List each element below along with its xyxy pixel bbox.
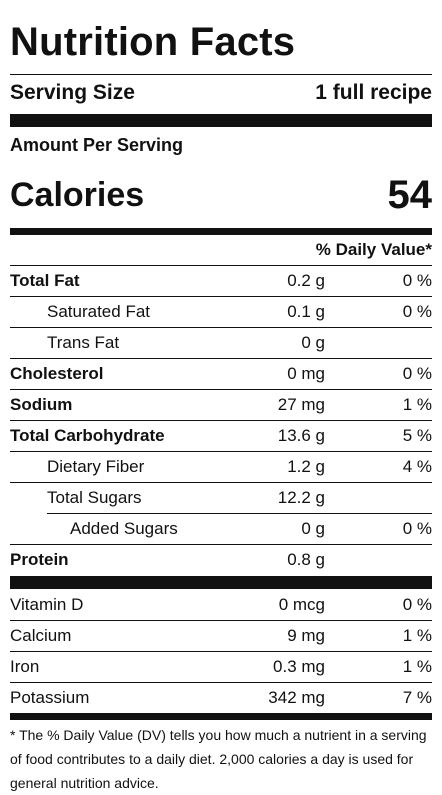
divider xyxy=(10,265,432,266)
vitamin-name: Potassium xyxy=(10,688,90,707)
vitamin-daily-value: 7 % xyxy=(402,688,432,707)
nutrient-row-trans-fat: Trans Fat 0 g xyxy=(10,328,432,358)
calories-row: Calories 54 xyxy=(10,170,432,220)
nutrient-name: Protein xyxy=(10,550,69,569)
nutrient-amount: 12.2 g xyxy=(277,488,325,507)
nutrient-row-protein: Protein 0.8 g xyxy=(10,545,432,575)
divider xyxy=(10,651,432,652)
nutrient-amount: 0.2 g xyxy=(287,271,325,290)
nutrient-name: Dietary Fiber xyxy=(47,457,145,476)
nutrient-row-sodium: Sodium 27 mg 1 % xyxy=(10,390,432,420)
divider xyxy=(10,74,432,75)
medium-divider xyxy=(10,713,432,720)
divider xyxy=(10,327,432,328)
amount-per-serving: Amount Per Serving xyxy=(10,135,184,155)
vitamin-row-vitamin-d: Vitamin D 0 mcg 0 % xyxy=(10,590,432,620)
nutrient-name: Sodium xyxy=(10,395,73,414)
divider xyxy=(10,389,432,390)
nutrient-name: Saturated Fat xyxy=(47,302,151,321)
divider xyxy=(10,620,432,621)
nutrient-row-total-fat: Total Fat 0.2 g 0 % xyxy=(10,266,432,296)
nutrient-row-dietary-fiber: Dietary Fiber 1.2 g 4 % xyxy=(10,452,432,482)
calories-value: 54 xyxy=(387,173,433,217)
divider xyxy=(10,482,432,483)
calories-label: Calories xyxy=(10,176,145,214)
divider xyxy=(10,358,432,359)
nutrient-amount: 0 mg xyxy=(287,364,325,383)
vitamin-daily-value: 0 % xyxy=(402,595,432,614)
nutrient-amount: 13.6 g xyxy=(277,426,325,445)
label-title: Nutrition Facts xyxy=(10,20,296,64)
nutrient-amount: 0.1 g xyxy=(287,302,325,321)
vitamin-daily-value: 1 % xyxy=(402,657,432,676)
nutrient-daily-value: 0 % xyxy=(402,271,432,290)
vitamin-row-potassium: Potassium 342 mg 7 % xyxy=(10,683,432,713)
vitamin-name: Calcium xyxy=(10,626,72,645)
vitamin-row-calcium: Calcium 9 mg 1 % xyxy=(10,621,432,651)
nutrient-name: Total Fat xyxy=(10,271,80,290)
divider xyxy=(10,296,432,297)
vitamin-amount: 0.3 mg xyxy=(273,657,325,676)
vitamin-name: Iron xyxy=(10,657,40,676)
divider xyxy=(10,420,432,421)
nutrient-row-added-sugars: Added Sugars 0 g 0 % xyxy=(10,514,432,544)
divider xyxy=(10,451,432,452)
daily-value-footnote: * The % Daily Value (DV) tells you how m… xyxy=(10,727,427,791)
serving-size-value: 1 full recipe xyxy=(315,81,432,104)
nutrient-daily-value: 5 % xyxy=(402,426,432,445)
nutrient-daily-value: 0 % xyxy=(402,302,432,321)
nutrient-daily-value: 0 % xyxy=(402,519,432,538)
nutrient-amount: 0 g xyxy=(301,333,325,352)
nutrient-row-cholesterol: Cholesterol 0 mg 0 % xyxy=(10,359,432,389)
nutrient-name: Added Sugars xyxy=(70,519,178,538)
nutrient-daily-value: 4 % xyxy=(402,457,432,476)
thick-divider xyxy=(10,114,432,127)
nutrient-amount: 0 g xyxy=(301,519,325,538)
nutrient-row-saturated-fat: Saturated Fat 0.1 g 0 % xyxy=(10,297,432,327)
nutrient-name: Cholesterol xyxy=(10,364,104,383)
serving-size-label: Serving Size xyxy=(10,81,135,104)
vitamin-name: Vitamin D xyxy=(10,595,84,614)
nutrient-name: Total Carbohydrate xyxy=(10,426,165,445)
nutrient-name: Trans Fat xyxy=(47,333,120,352)
nutrient-daily-value: 1 % xyxy=(402,395,432,414)
nutrient-name: Total Sugars xyxy=(47,488,142,507)
divider xyxy=(10,682,432,683)
vitamin-row-iron: Iron 0.3 mg 1 % xyxy=(10,652,432,682)
vitamin-amount: 9 mg xyxy=(287,626,325,645)
thick-divider xyxy=(10,576,432,589)
divider xyxy=(10,544,432,545)
nutrient-row-total-carbohydrate: Total Carbohydrate 13.6 g 5 % xyxy=(10,421,432,451)
vitamin-amount: 342 mg xyxy=(268,688,325,707)
nutrient-amount: 1.2 g xyxy=(287,457,325,476)
nutrient-amount: 27 mg xyxy=(277,395,325,414)
vitamin-daily-value: 1 % xyxy=(402,626,432,645)
serving-size-row: Serving Size 1 full recipe xyxy=(10,78,432,108)
nutrient-amount: 0.8 g xyxy=(287,550,325,569)
divider xyxy=(47,513,432,514)
medium-divider xyxy=(10,228,432,235)
nutrient-daily-value: 0 % xyxy=(402,364,432,383)
nutrient-row-total-sugars: Total Sugars 12.2 g xyxy=(10,483,432,513)
daily-value-header: % Daily Value* xyxy=(315,240,432,259)
vitamin-amount: 0 mcg xyxy=(278,595,325,614)
